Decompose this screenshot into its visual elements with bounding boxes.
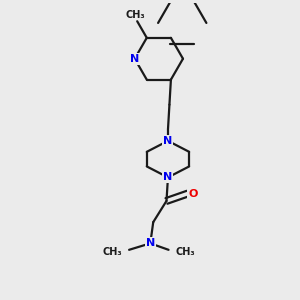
Text: CH₃: CH₃ [126,10,146,20]
Text: N: N [163,172,172,182]
Text: N: N [130,54,139,64]
Text: CH₃: CH₃ [176,247,196,257]
Text: N: N [146,238,155,248]
Text: N: N [163,136,172,146]
Text: O: O [188,189,198,199]
Text: CH₃: CH₃ [102,247,122,257]
